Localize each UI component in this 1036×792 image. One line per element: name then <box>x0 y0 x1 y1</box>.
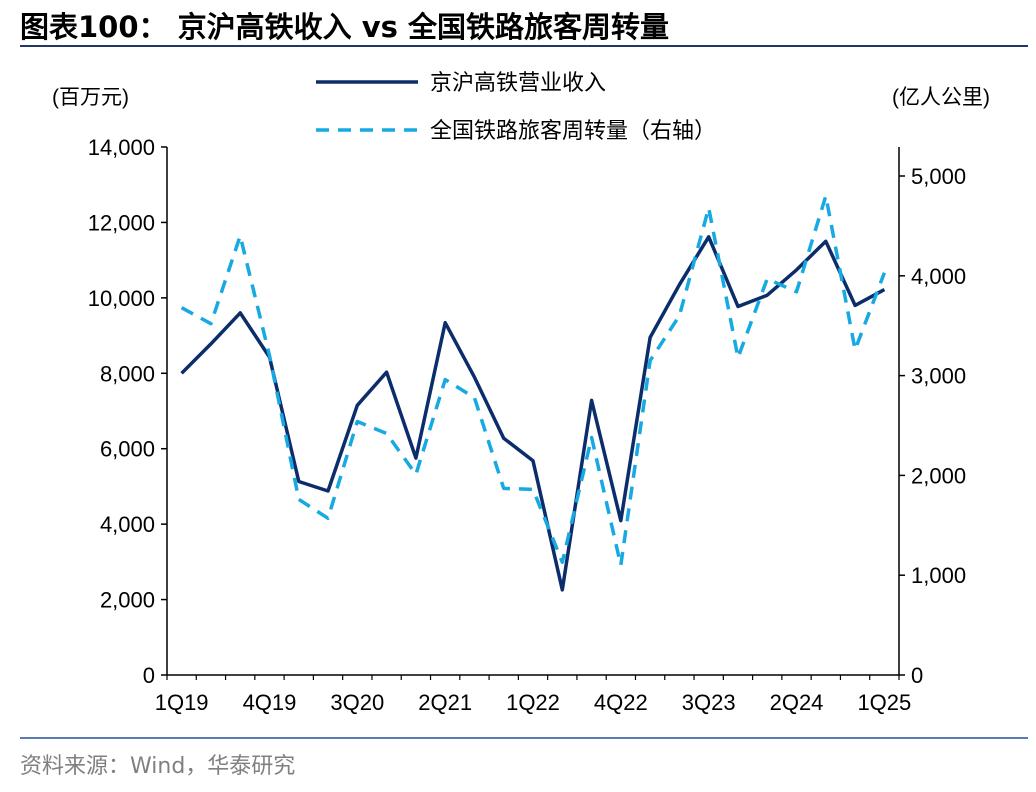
legend-revenue-label: 京沪高铁营业收入 <box>430 70 606 95</box>
left-axis-tick-label: 4,000 <box>100 512 155 537</box>
right-axis-tick-label: 4,000 <box>911 264 966 289</box>
x-axis-tick-label: 1Q22 <box>506 690 560 715</box>
x-axis-tick-label: 1Q25 <box>857 690 911 715</box>
x-axis-tick-label: 1Q19 <box>155 690 209 715</box>
right-axis-tick-label: 2,000 <box>911 463 966 488</box>
x-axis-tick-label: 4Q22 <box>594 690 648 715</box>
revenue-line <box>180 235 886 592</box>
x-axis-tick-label: 2Q24 <box>770 690 824 715</box>
series-lines <box>180 194 887 592</box>
left-axis-tick-label: 8,000 <box>100 361 155 386</box>
left-axis-tick-label: 12,000 <box>88 210 155 235</box>
left-axis-tick-label: 0 <box>143 663 155 688</box>
left-axis-unit: (百万元) <box>52 86 129 109</box>
right-axis-tick-label: 0 <box>911 663 923 688</box>
right-axis-unit: (亿人公里) <box>892 86 990 109</box>
x-axis-tick-label: 3Q20 <box>330 690 384 715</box>
right-axis-tick-label: 3,000 <box>911 364 966 389</box>
x-axis-tick-label: 3Q23 <box>682 690 736 715</box>
right-axis-tick-label: 1,000 <box>911 563 966 588</box>
footer-rule <box>20 737 1028 739</box>
axes: 0 2,000 4,000 6,000 8,000 10,000 12,000 14,000 0… <box>88 135 966 715</box>
legend-passenger-label: 全国铁路旅客周转量（右轴） <box>430 118 716 143</box>
left-axis-tick-label: 2,000 <box>100 588 155 613</box>
source-note: 资料来源：Wind，华泰研究 <box>20 754 296 779</box>
x-axis-tick-label: 4Q19 <box>243 690 297 715</box>
x-axis-tick-label: 2Q21 <box>418 690 472 715</box>
left-axis-tick-label: 6,000 <box>100 437 155 462</box>
chart-title: 图表100： 京沪高铁收入 vs 全国铁路旅客周转量 <box>20 10 669 44</box>
title-rule <box>20 45 1028 47</box>
left-axis-tick-label: 10,000 <box>88 286 155 311</box>
right-axis-tick-label: 5,000 <box>911 164 966 189</box>
passenger-volume-line <box>180 194 887 567</box>
left-axis-tick-label: 14,000 <box>88 135 155 160</box>
